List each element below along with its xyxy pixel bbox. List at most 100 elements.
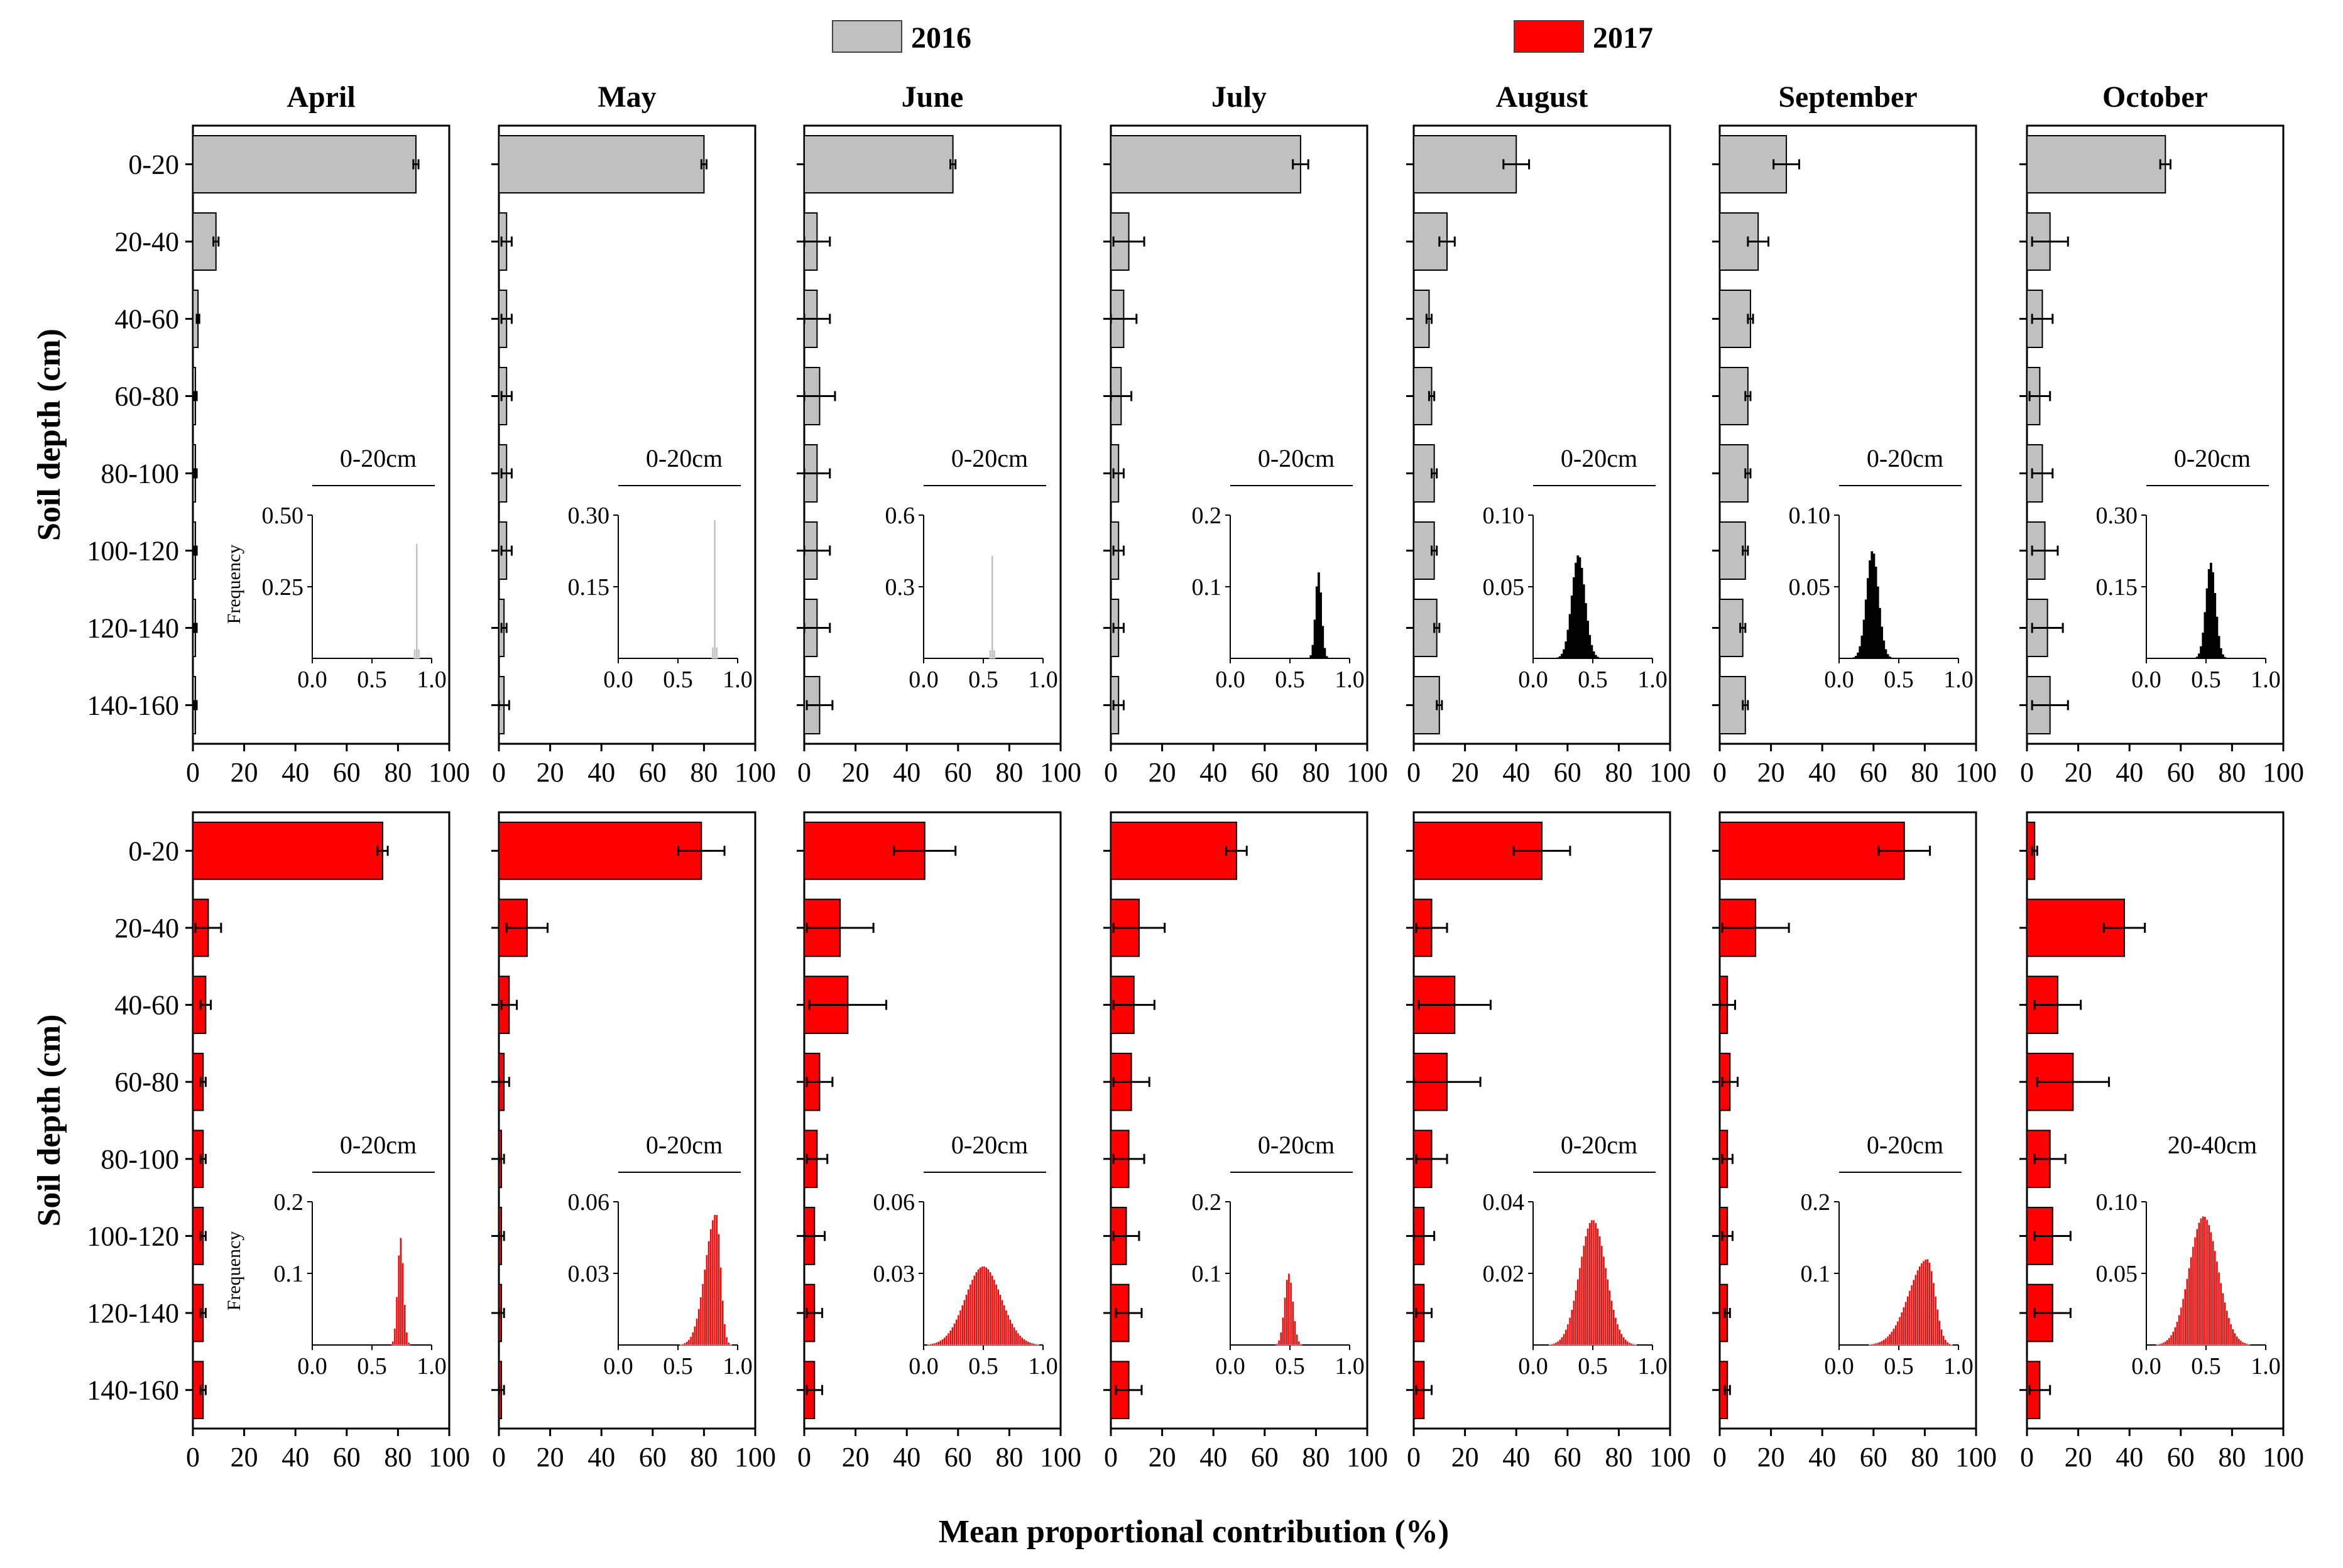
- x-tick-label-100: 100: [1040, 1442, 1081, 1473]
- inset-hist-bar: [1871, 551, 1874, 659]
- x-tick-label-80: 80: [690, 757, 718, 788]
- inset-hist-bar: [2195, 656, 2198, 659]
- inset-x-tick-label: 1.0: [417, 1353, 447, 1380]
- inset-hist-bar: [2212, 1240, 2214, 1346]
- inset-hist-bar: [1872, 1343, 1876, 1346]
- inset-hist-bar: [1912, 1279, 1915, 1346]
- inset-x-tick-label: 0.0: [603, 1353, 633, 1380]
- panel-frame: [803, 811, 1062, 1430]
- x-tick-label-40: 40: [1502, 757, 1530, 788]
- y-tick-label-20-40: 20-40: [114, 913, 179, 944]
- inset-x-tick-label: 0.5: [1884, 1353, 1914, 1380]
- x-tick-label-100: 100: [2263, 757, 2304, 788]
- bar-140-160: [1719, 675, 1746, 735]
- inset-x-tick-label: 1.0: [2251, 667, 2281, 693]
- inset-2016-june: 0-20cm 0.3 0.6 0.0 0.5 1.0: [885, 444, 1058, 693]
- inset-2016-october: 0-20cm 0.15 0.30 0.0 0.5 1.0: [2096, 444, 2281, 693]
- inset-2016-august: 0-20cm 0.05 0.10 0.0 0.5 1.0: [1483, 444, 1668, 693]
- inset-hist-bar: [1279, 1332, 1282, 1346]
- x-tick-label-40: 40: [1502, 1442, 1530, 1473]
- inset-hist-bar: [1628, 1342, 1631, 1346]
- inset-hist-bar: [1565, 1329, 1568, 1346]
- inset-hist-bar: [400, 1238, 402, 1346]
- inset-hist-bar: [973, 1275, 976, 1346]
- x-tick-label-60: 60: [333, 1442, 361, 1473]
- inset-y-tick-label: 0.1: [274, 1261, 304, 1287]
- inset-hist-bar: [1568, 614, 1571, 659]
- inset-hist-bar: [2204, 1216, 2207, 1346]
- inset-hist-bar: [1007, 1314, 1010, 1346]
- inset-hist-bar: [1032, 1343, 1035, 1346]
- inset-hist-bar: [2222, 1292, 2224, 1346]
- inset-2017-may: 0-20cm 0.03 0.06 0.0 0.5 1.0: [568, 1131, 753, 1380]
- inset-hist-bar: [1634, 1344, 1637, 1346]
- inset-hist-bar: [989, 650, 991, 659]
- x-tick-label-60: 60: [1554, 757, 1581, 788]
- inset-hist-bar: [2247, 1344, 2250, 1346]
- inset-hist-bar: [1940, 1329, 1943, 1346]
- panel-frame: [2026, 124, 2285, 745]
- inset-hist-bar: [403, 1304, 407, 1346]
- x-tick-label-40: 40: [1199, 757, 1227, 788]
- inset-hist-bar: [1876, 586, 1879, 659]
- inset-y-tick-label: 0.10: [2096, 1189, 2138, 1216]
- bar-140-160: [1413, 675, 1440, 735]
- inset-hist-bar: [1867, 578, 1869, 659]
- inset-label: 0-20cm: [951, 1131, 1028, 1159]
- bar-0-20: [2026, 134, 2166, 194]
- inset-label: 0-20cm: [340, 444, 417, 472]
- inset-hist-bar: [1578, 557, 1581, 659]
- inset-x-tick-label: 0.5: [357, 1353, 387, 1380]
- inset-hist-bar: [935, 1342, 938, 1346]
- month-title-june: June: [902, 80, 964, 114]
- inset-hist-bar: [1554, 1342, 1558, 1346]
- inset-hist-bar: [1859, 646, 1862, 659]
- panel-frame: [1412, 811, 1671, 1430]
- inset-hist-bar: [1284, 1297, 1286, 1346]
- inset-label: 0-20cm: [646, 444, 723, 472]
- inset-hist-bar: [1321, 626, 1324, 659]
- inset-hist-bar: [2236, 1336, 2238, 1346]
- inset-hist-bar: [694, 1326, 696, 1346]
- inset-hist-bar: [2219, 648, 2222, 659]
- panel-2016-may: 0 20 40 60 80 100 0-20cm 0.15 0.30 0.0 0.5 1.0: [491, 124, 776, 788]
- inset-y-tick-label: 0.06: [873, 1189, 915, 1216]
- inset-hist-bar: [2215, 616, 2219, 659]
- inset-hist-bar: [1932, 1282, 1935, 1346]
- inset-hist-bar: [1882, 1339, 1886, 1346]
- inset-2017-october: 20-40cm 0.05 0.10 0.0 0.5 1.0: [2096, 1131, 2281, 1380]
- inset-hist-bar: [2162, 1342, 2165, 1346]
- inset-hist-bar: [1566, 629, 1570, 659]
- inset-hist-bar: [1874, 567, 1877, 659]
- panel-frame: [192, 124, 451, 745]
- inset-label: 0-20cm: [951, 444, 1028, 472]
- inset-hist-bar: [939, 1340, 942, 1346]
- inset-y-tick-label: 0.05: [1483, 574, 1525, 601]
- inset-hist-bar: [1015, 1330, 1018, 1346]
- inset-hist-bar: [1855, 655, 1857, 659]
- inset-hist-bar: [684, 1342, 686, 1346]
- inset-x-tick-label: 1.0: [723, 1353, 753, 1380]
- x-tick-label-80: 80: [995, 757, 1023, 788]
- x-tick-label-60: 60: [1860, 757, 1887, 788]
- y-tick-label-140-160: 140-160: [87, 1375, 179, 1406]
- inset-y-tick-label: 0.25: [262, 574, 304, 601]
- panel-frame: [498, 124, 756, 745]
- y-axis-label-row-2: Soil depth (cm): [31, 1015, 67, 1227]
- inset-x-tick-label: 0.0: [1518, 667, 1548, 693]
- bar-40-60: [1719, 289, 1751, 349]
- inset-y-tick-label: 0.15: [568, 574, 610, 601]
- inset-x-tick-label: 0.5: [1578, 1353, 1608, 1380]
- inset-hist-bar: [2166, 1339, 2169, 1346]
- inset-label: 20-40cm: [2168, 1131, 2257, 1159]
- inset-hist-bar: [947, 1332, 950, 1346]
- inset-hist-bar: [1553, 1343, 1556, 1346]
- inset-hist-bar: [1008, 1319, 1012, 1346]
- inset-hist-bar: [397, 1255, 400, 1346]
- x-tick-label-60: 60: [1251, 1442, 1279, 1473]
- x-tick-label-80: 80: [2218, 1442, 2246, 1473]
- inset-hist-bar: [1876, 1342, 1879, 1346]
- inset-hist-bar: [1916, 1270, 1919, 1346]
- inset-y-tick-label: 0.6: [885, 503, 915, 529]
- x-tick-label-80: 80: [1302, 757, 1330, 788]
